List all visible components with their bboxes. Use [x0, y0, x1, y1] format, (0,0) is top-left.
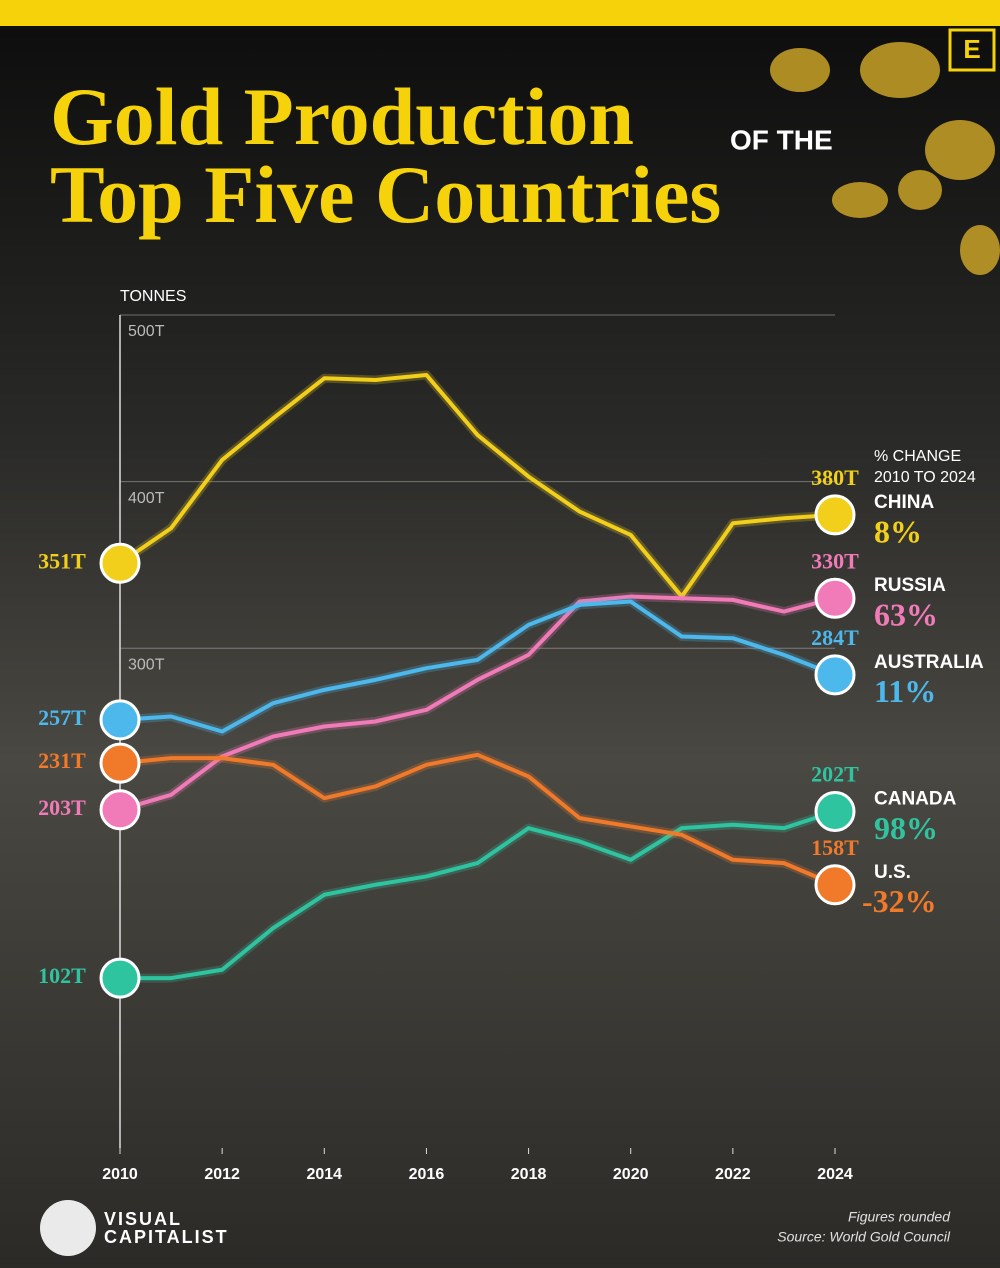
brand: CAPITALIST — [104, 1227, 229, 1247]
x-tick-label: 2016 — [409, 1166, 445, 1183]
legend-change: 98% — [874, 810, 938, 846]
source: Source: World Gold Council — [777, 1229, 951, 1245]
legend-name: U.S. — [874, 862, 911, 883]
brand: VISUAL — [104, 1209, 182, 1229]
badge-frame — [948, 28, 996, 72]
data-label: 330T — [811, 548, 859, 573]
data-label: 351T — [38, 548, 86, 573]
brand-logo — [40, 1200, 96, 1256]
flag — [99, 742, 141, 784]
chart-title: Gold Production — [50, 71, 634, 162]
y-tick-label: 300T — [128, 656, 165, 673]
data-label: 380T — [811, 465, 859, 490]
flag — [99, 542, 141, 584]
gold-nuggets — [770, 42, 1000, 275]
footnote: Figures rounded — [848, 1209, 951, 1225]
legend-change: 63% — [874, 597, 938, 633]
data-label: 203T — [38, 795, 86, 820]
data-label: 257T — [38, 705, 86, 730]
x-tick-label: 2022 — [715, 1166, 751, 1183]
legend-change: 11% — [874, 673, 936, 709]
flag — [99, 957, 141, 999]
y-axis-label: TONNES — [120, 288, 186, 305]
flag — [99, 789, 141, 831]
data-label: 284T — [811, 625, 859, 650]
badge: E — [963, 34, 980, 64]
x-tick-label: 2014 — [306, 1166, 342, 1183]
top-band — [0, 0, 1000, 26]
flag — [814, 577, 856, 619]
y-tick-label: 400T — [128, 490, 165, 507]
series-line — [119, 594, 836, 812]
flag — [814, 864, 856, 906]
x-tick-label: 2012 — [204, 1166, 240, 1183]
series-line — [119, 752, 836, 887]
flag — [814, 654, 856, 696]
legend-change: 8% — [874, 513, 922, 549]
legend-change: -32% — [862, 883, 937, 919]
data-label: 231T — [38, 748, 86, 773]
y-tick-label: 500T — [128, 323, 165, 340]
data-label: 202T — [811, 762, 859, 787]
series-line — [118, 372, 836, 599]
legend-header: 2010 TO 2024 — [874, 469, 976, 486]
flag — [99, 699, 141, 741]
data-label: 158T — [811, 835, 859, 860]
data-label: 102T — [38, 963, 86, 988]
series-line — [119, 599, 836, 734]
flag — [814, 790, 856, 832]
legend-name: CANADA — [874, 788, 957, 809]
x-tick-label: 2018 — [511, 1166, 547, 1183]
legend-name: RUSSIA — [874, 575, 946, 596]
chart-title-line2: Top Five Countries — [50, 149, 721, 240]
legend-name: AUSTRALIA — [874, 652, 984, 673]
x-tick-label: 2020 — [613, 1166, 649, 1183]
x-tick-label: 2024 — [817, 1166, 853, 1183]
x-tick-label: 2010 — [102, 1166, 138, 1183]
title-connector: OF THE — [730, 124, 833, 155]
flag — [814, 494, 856, 536]
series-line — [120, 809, 836, 981]
legend-header: % CHANGE — [874, 448, 961, 465]
legend-name: CHINA — [874, 492, 934, 513]
